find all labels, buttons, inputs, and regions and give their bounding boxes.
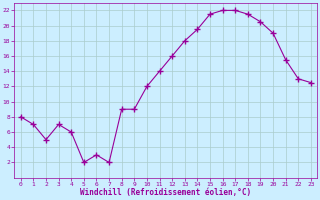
X-axis label: Windchill (Refroidissement éolien,°C): Windchill (Refroidissement éolien,°C)	[80, 188, 252, 197]
